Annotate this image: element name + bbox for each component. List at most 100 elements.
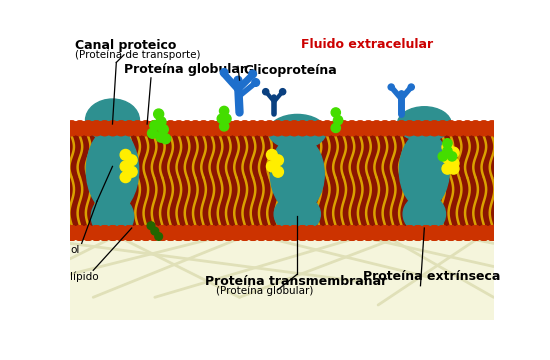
Circle shape (213, 226, 227, 240)
Circle shape (394, 121, 409, 136)
Circle shape (155, 233, 163, 240)
Circle shape (213, 121, 227, 136)
Bar (70, 166, 494, 320)
Circle shape (403, 121, 417, 136)
Ellipse shape (274, 195, 320, 233)
Circle shape (378, 121, 392, 136)
Circle shape (476, 226, 491, 240)
Circle shape (361, 121, 376, 136)
Circle shape (221, 226, 235, 240)
Circle shape (155, 226, 169, 240)
Circle shape (468, 121, 483, 136)
Circle shape (345, 121, 359, 136)
Circle shape (188, 226, 202, 240)
Circle shape (81, 121, 96, 136)
Circle shape (81, 226, 96, 240)
Circle shape (394, 121, 409, 136)
Text: ol: ol (70, 245, 80, 255)
Circle shape (448, 158, 459, 169)
Circle shape (126, 155, 137, 166)
Circle shape (196, 226, 211, 240)
Circle shape (394, 226, 409, 240)
Circle shape (333, 116, 343, 125)
Circle shape (73, 121, 87, 136)
Circle shape (337, 226, 351, 240)
Circle shape (126, 166, 137, 177)
Circle shape (73, 226, 87, 240)
Circle shape (468, 226, 483, 240)
Circle shape (163, 226, 178, 240)
Circle shape (120, 149, 131, 160)
Circle shape (331, 108, 340, 117)
Circle shape (238, 121, 252, 136)
Circle shape (263, 89, 269, 95)
Text: Canal proteico: Canal proteico (75, 40, 176, 53)
Circle shape (353, 226, 367, 240)
Circle shape (468, 226, 483, 240)
Ellipse shape (268, 114, 326, 149)
Circle shape (188, 121, 202, 136)
Circle shape (254, 226, 268, 240)
Circle shape (419, 226, 433, 240)
Circle shape (386, 121, 400, 136)
Circle shape (419, 121, 433, 136)
Circle shape (304, 226, 318, 240)
Circle shape (485, 121, 499, 136)
Circle shape (213, 121, 227, 136)
Circle shape (448, 163, 459, 174)
Circle shape (246, 121, 260, 136)
Ellipse shape (397, 107, 451, 141)
Circle shape (460, 226, 475, 240)
Ellipse shape (85, 99, 139, 141)
Circle shape (254, 226, 268, 240)
Circle shape (361, 226, 376, 240)
Circle shape (221, 226, 235, 240)
Circle shape (394, 226, 409, 240)
Circle shape (353, 121, 367, 136)
Circle shape (147, 121, 161, 136)
Text: Proteína transmembranar: Proteína transmembranar (205, 275, 387, 288)
Text: lípido: lípido (70, 272, 99, 282)
Circle shape (448, 152, 456, 161)
Circle shape (89, 226, 104, 240)
Circle shape (229, 121, 244, 136)
Circle shape (150, 121, 160, 131)
Circle shape (97, 121, 112, 136)
Circle shape (153, 109, 164, 119)
Circle shape (411, 226, 425, 240)
Circle shape (443, 139, 452, 148)
Circle shape (163, 121, 178, 136)
Circle shape (312, 226, 326, 240)
Circle shape (378, 226, 392, 240)
Circle shape (130, 121, 145, 136)
Circle shape (295, 226, 310, 240)
Circle shape (196, 121, 211, 136)
Circle shape (222, 114, 231, 123)
Circle shape (122, 226, 137, 240)
Circle shape (249, 70, 256, 78)
Circle shape (345, 121, 359, 136)
Circle shape (262, 121, 277, 136)
Circle shape (213, 226, 227, 240)
Circle shape (120, 172, 131, 183)
Circle shape (254, 121, 268, 136)
Circle shape (205, 121, 219, 136)
Circle shape (147, 222, 155, 230)
Circle shape (411, 121, 425, 136)
Circle shape (279, 121, 293, 136)
Circle shape (370, 226, 384, 240)
Circle shape (130, 121, 145, 136)
Circle shape (328, 226, 343, 240)
Circle shape (273, 155, 283, 166)
Circle shape (337, 121, 351, 136)
Circle shape (304, 121, 318, 136)
Circle shape (361, 121, 376, 136)
Circle shape (219, 106, 229, 116)
Circle shape (427, 226, 442, 240)
Circle shape (122, 226, 137, 240)
Circle shape (114, 226, 129, 240)
Ellipse shape (86, 128, 139, 213)
Circle shape (188, 226, 202, 240)
Circle shape (252, 78, 260, 86)
Circle shape (345, 226, 359, 240)
